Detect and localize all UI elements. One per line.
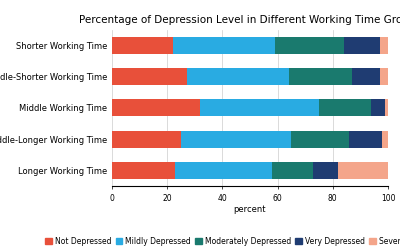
Legend: Not Depressed, Mildly Depressed, Moderately Depressed, Very Depressed, Severely : Not Depressed, Mildly Depressed, Moderat…	[42, 234, 400, 248]
Bar	[380, 37, 388, 54]
Bar	[112, 130, 181, 148]
Bar	[272, 162, 314, 179]
Title: Percentage of Depression Level in Different Working Time Groups: Percentage of Depression Level in Differ…	[79, 15, 400, 25]
Bar	[289, 68, 352, 85]
X-axis label: percent: percent	[234, 205, 266, 215]
Bar	[382, 130, 388, 148]
Bar	[275, 37, 344, 54]
Bar	[200, 99, 319, 117]
Bar	[176, 162, 272, 179]
Bar	[344, 37, 380, 54]
Bar	[314, 162, 338, 179]
Bar	[186, 68, 289, 85]
Bar	[385, 99, 388, 117]
Bar	[380, 68, 388, 85]
Bar	[112, 162, 176, 179]
Bar	[112, 37, 173, 54]
Bar	[112, 99, 200, 117]
Bar	[173, 37, 275, 54]
Bar	[112, 68, 186, 85]
Bar	[338, 162, 388, 179]
Bar	[181, 130, 291, 148]
Bar	[352, 68, 380, 85]
Bar	[372, 99, 385, 117]
Bar	[349, 130, 382, 148]
Bar	[292, 130, 349, 148]
Bar	[319, 99, 372, 117]
